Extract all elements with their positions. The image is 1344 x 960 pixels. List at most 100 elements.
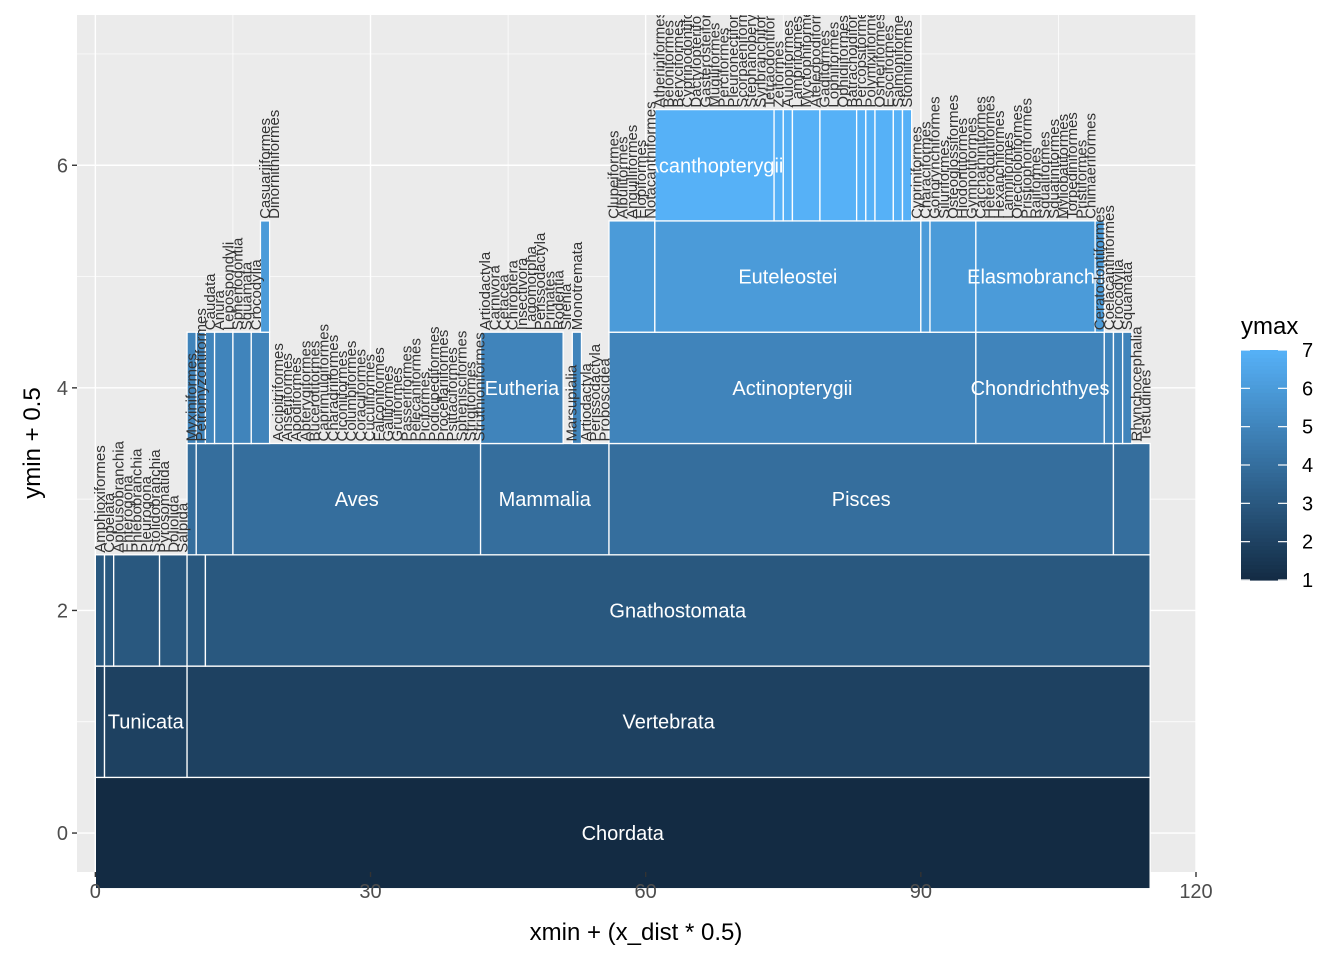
leaf-label: Lamniformes — [1000, 132, 1017, 219]
leaf-label: Apodiformes — [288, 357, 305, 441]
leaf-label: Esociformes — [881, 25, 898, 108]
axes: 0 30 60 90 120 0 2 4 6 — [57, 155, 1213, 903]
leaf-label: Rodentia — [551, 269, 568, 330]
leaf-label: Ciconiiformes — [334, 351, 351, 442]
leaf-label: Ateleopodiformes — [807, 0, 824, 108]
legend-colorbar-segment — [1241, 419, 1287, 424]
group-labels: Chordata Tunicata Vertebrata Gnathostomata A… — [108, 155, 1110, 845]
taxon-rect — [819, 108, 858, 222]
leaf-label: Atheriniformes — [651, 11, 668, 108]
legend-colorbar-segment — [1241, 411, 1287, 416]
leaf-label: Pleurogona — [138, 475, 155, 552]
legend-label: 1 — [1302, 570, 1313, 592]
leaf-label: Primates — [541, 271, 558, 330]
taxon-rect — [250, 331, 271, 445]
taxon-rect — [186, 665, 1151, 779]
leaf-label: Stephanoberyciformes — [743, 0, 760, 108]
taxon-rect — [608, 442, 1115, 556]
x-tick-label: 0 — [90, 881, 101, 903]
taxon-rect — [103, 554, 115, 667]
legend-colorbar-segment — [1241, 438, 1287, 443]
legend-colorbar-segment — [1241, 511, 1287, 516]
legend-colorbar-segment — [1241, 396, 1287, 401]
taxon-rect — [855, 108, 867, 222]
leaf-label: Squamata — [1119, 261, 1136, 330]
legend-colorbar-segment — [1241, 545, 1287, 550]
taxon-rect — [1112, 442, 1151, 556]
leaf-label: Marsupialia — [563, 364, 580, 441]
y-tick-label: 4 — [57, 378, 68, 400]
legend-colorbar-segment — [1241, 453, 1287, 458]
leaf-label: Lepospondyli — [220, 242, 237, 330]
x-tick-label: 120 — [1179, 881, 1212, 903]
taxon-rect — [1112, 331, 1124, 445]
leaf-label: Cuculiformes — [362, 354, 379, 442]
legend-colorbar-segment — [1241, 488, 1287, 493]
taxon-label: Vertebrata — [622, 712, 715, 734]
legend-colorbar-segment — [1241, 403, 1287, 409]
legend-colorbar-segment — [1241, 426, 1287, 432]
taxon-label: Mammalia — [499, 489, 592, 511]
leaf-label: Sphenisciformes — [453, 331, 470, 442]
taxon-label: Elasmobranchii — [967, 267, 1104, 289]
legend-colorbar-segment — [1241, 472, 1287, 478]
leaf-label: Stolidobranchia — [147, 449, 164, 553]
legend-colorbar-segment — [1241, 457, 1287, 462]
taxon-label: Aves — [335, 489, 379, 511]
leaf-label: Testudines — [1138, 370, 1155, 442]
leaf-label: Pelecaniformes — [407, 338, 424, 441]
legend-colorbar-segment — [1241, 503, 1287, 508]
legend-colorbar-segment — [1241, 415, 1287, 420]
taxon-rect — [608, 331, 977, 445]
leaf-label: Struthioniformes — [472, 332, 489, 441]
leaf-label: Accipitriformes — [270, 343, 287, 441]
y-tick-label: 2 — [57, 600, 68, 622]
leaf-label: Falconiformes — [371, 347, 388, 441]
leaf-label: Gasterosteiformes — [697, 0, 714, 108]
legend-colorbar-segment — [1241, 461, 1287, 466]
leaf-label: Cypriniformes — [908, 126, 925, 219]
y-tick-label: 6 — [57, 155, 68, 177]
data-rectangles — [94, 108, 1151, 890]
leaf-label: Cetacea — [496, 274, 513, 331]
legend-colorbar-segment — [1241, 530, 1287, 535]
taxon-rect — [782, 108, 794, 222]
leaf-label: Artiodactyla — [578, 362, 595, 441]
legend-label: 2 — [1302, 532, 1313, 554]
x-tick-label: 90 — [910, 881, 932, 903]
leaf-label: Coelacanthiformes — [1101, 205, 1118, 330]
leaf-label: Polymixiiformes — [862, 3, 879, 108]
legend-colorbar-segment — [1241, 357, 1287, 363]
taxon-rect — [94, 776, 1151, 890]
legend-colorbar-segment — [1241, 514, 1287, 520]
taxon-rect — [571, 331, 583, 445]
y-axis-title: ymin + 0.5 — [19, 387, 46, 498]
leaf-label: Strigiformes — [462, 361, 479, 441]
taxon-rect — [791, 108, 821, 222]
legend-colorbar-segment — [1241, 534, 1287, 539]
leaf-label: Galliformes — [380, 366, 397, 442]
leaf-label: Dactylopteriformes — [688, 0, 705, 108]
leaf-label: Monotremata — [569, 241, 586, 330]
leaf-label: Gymnotiformes — [963, 117, 980, 219]
leaf-label: Gadiformes — [817, 30, 834, 108]
legend-label: 3 — [1302, 493, 1313, 515]
taxon-rect — [901, 108, 913, 222]
leaf-label: Anura — [211, 290, 228, 331]
taxon-rect — [186, 554, 207, 667]
leaf-label: Notacanthiformes — [642, 101, 659, 219]
leaf-label: Orectolobiformes — [1009, 105, 1026, 219]
leaf-label: Insectivora — [514, 257, 531, 330]
leaf-label: Enterogona — [119, 475, 136, 553]
legend-colorbar-segment — [1241, 465, 1287, 470]
legend-colorbar-segment — [1241, 434, 1287, 439]
leaf-label: Torpediniformes — [1064, 112, 1081, 219]
taxon-label: Euteleostei — [738, 267, 837, 289]
leaf-label: Characiformes — [917, 121, 934, 219]
legend-colorbar-segment — [1241, 430, 1287, 435]
taxon-rect — [892, 108, 904, 222]
leaf-label: Chimaeriformes — [1083, 113, 1100, 219]
leaf-label: Columbiformes — [343, 341, 360, 442]
legend-colorbar-segment — [1241, 350, 1287, 355]
legend-colorbar-segment — [1241, 353, 1287, 359]
